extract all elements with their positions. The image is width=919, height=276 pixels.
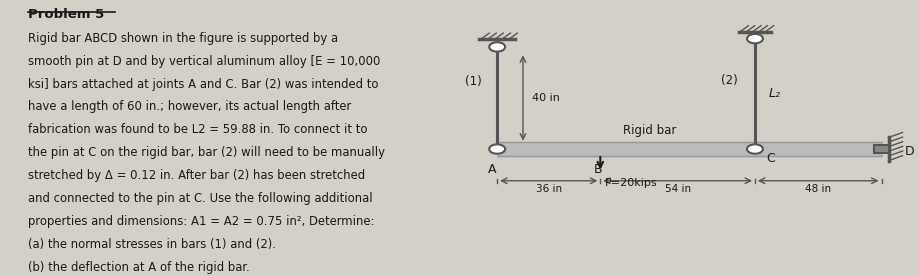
Text: Rigid bar: Rigid bar <box>623 124 676 137</box>
Text: ksi] bars attached at joints A and C. Bar (2) was intended to: ksi] bars attached at joints A and C. Ba… <box>28 78 378 91</box>
Text: properties and dimensions: A1 = A2 = 0.75 in², Determine:: properties and dimensions: A1 = A2 = 0.7… <box>28 215 374 228</box>
Text: 40 in: 40 in <box>532 93 561 103</box>
Bar <box>875 145 889 153</box>
Text: D: D <box>905 145 914 158</box>
Text: the pin at C on the rigid bar, bar (2) will need to be manually: the pin at C on the rigid bar, bar (2) w… <box>28 146 384 159</box>
Text: A: A <box>488 163 497 176</box>
Text: fabrication was found to be L2 = 59.88 in. To connect it to: fabrication was found to be L2 = 59.88 i… <box>28 123 367 136</box>
Text: and connected to the pin at C. Use the following additional: and connected to the pin at C. Use the f… <box>28 192 372 205</box>
Text: Rigid bar ABCD shown in the figure is supported by a: Rigid bar ABCD shown in the figure is su… <box>28 32 337 45</box>
Circle shape <box>489 42 505 52</box>
Text: 36 in: 36 in <box>536 184 562 194</box>
Text: 54 in: 54 in <box>664 184 691 194</box>
Text: have a length of 60 in.; however, its actual length after: have a length of 60 in.; however, its ac… <box>28 100 351 113</box>
Text: 48 in: 48 in <box>805 184 832 194</box>
Circle shape <box>747 144 763 154</box>
Circle shape <box>747 34 763 43</box>
Circle shape <box>489 144 505 154</box>
Text: B: B <box>594 163 602 176</box>
Text: (2): (2) <box>720 73 738 87</box>
Text: stretched by Δ = 0.12 in. After bar (2) has been stretched: stretched by Δ = 0.12 in. After bar (2) … <box>28 169 365 182</box>
Text: Problem 5: Problem 5 <box>28 8 104 21</box>
Text: L₂: L₂ <box>769 87 781 100</box>
Text: P=20kips: P=20kips <box>605 178 658 188</box>
Text: (a) the normal stresses in bars (1) and (2).: (a) the normal stresses in bars (1) and … <box>28 238 276 251</box>
Text: (b) the deflection at A of the rigid bar.: (b) the deflection at A of the rigid bar… <box>28 261 249 274</box>
Text: smooth pin at D and by vertical aluminum alloy [E = 10,000: smooth pin at D and by vertical aluminum… <box>28 55 380 68</box>
Text: (1): (1) <box>465 75 482 88</box>
Text: C: C <box>766 152 776 165</box>
